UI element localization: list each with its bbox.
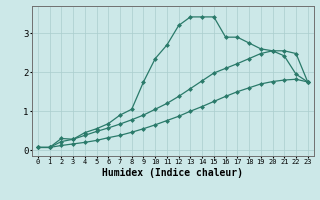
X-axis label: Humidex (Indice chaleur): Humidex (Indice chaleur)	[102, 168, 243, 178]
